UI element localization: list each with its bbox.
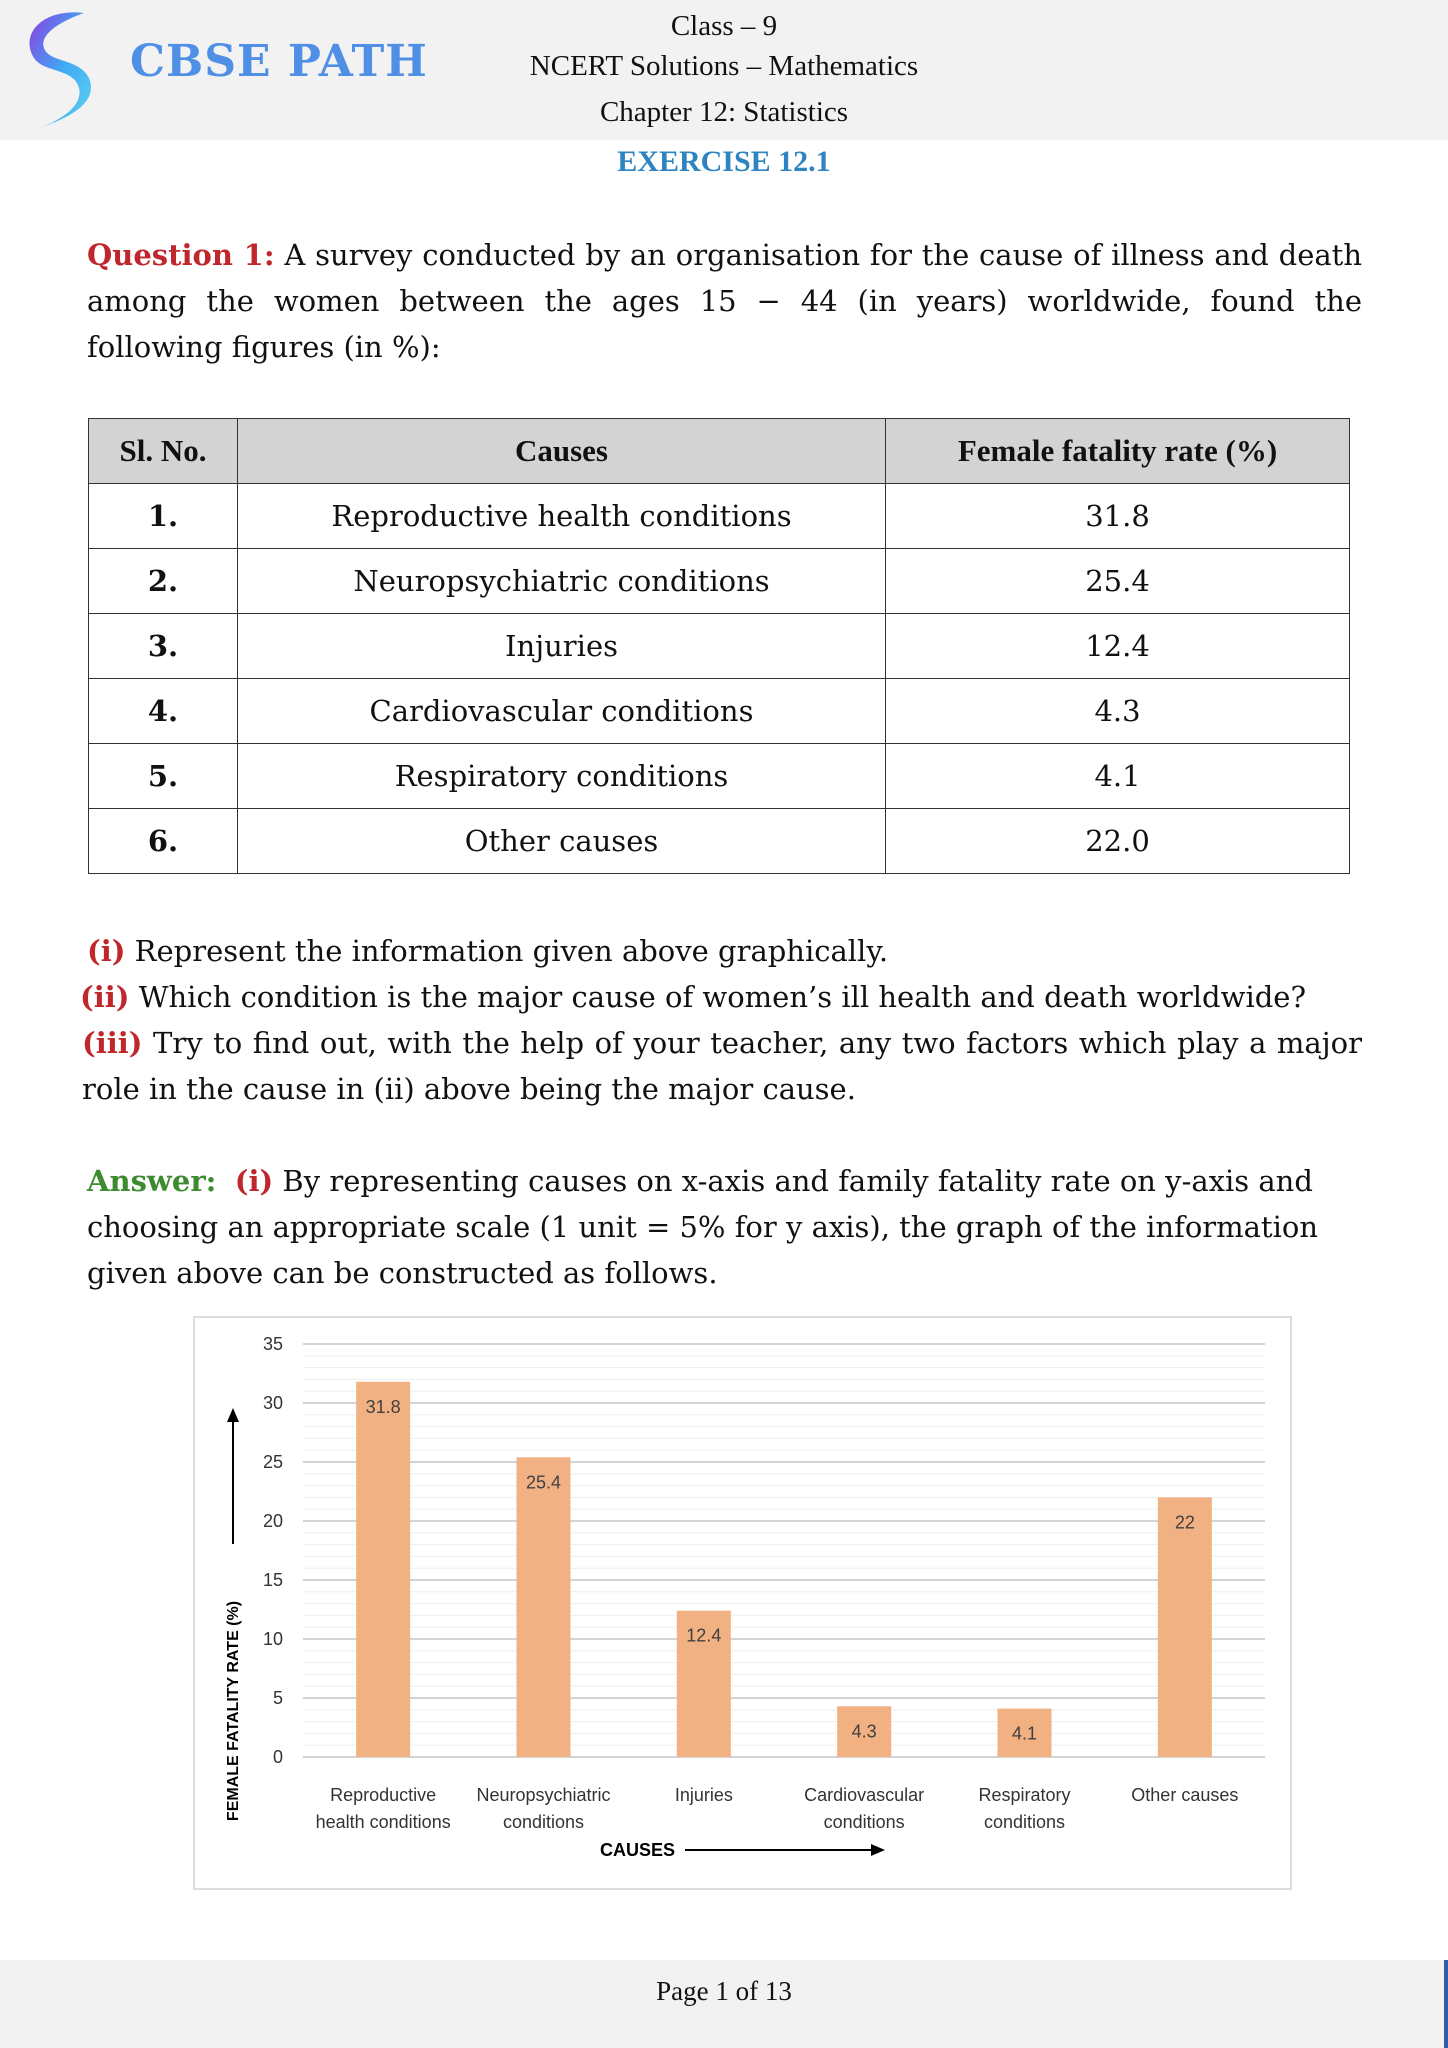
bar-chart: 0 5 10 15 20 25 30 35 31.8 Reproductive health con…	[193, 1316, 1292, 1890]
x-tick-label: conditions	[984, 1812, 1065, 1832]
table-cell: 31.8	[885, 483, 1350, 549]
x-tick-label: Neuropsychiatric	[476, 1785, 610, 1805]
part-label: (iii)	[82, 1026, 143, 1060]
y-tick-label: 10	[263, 1629, 283, 1649]
page-number: Page 1 of 13	[656, 1976, 792, 2006]
data-label: 12.4	[686, 1626, 721, 1646]
data-table: Sl. No. Causes Female fatality rate (%) …	[88, 418, 1350, 874]
table-cell: Respiratory conditions	[237, 743, 886, 809]
answer-body: By representing causes on x-axis and fam…	[87, 1164, 1318, 1290]
x-tick-label: Reproductive	[330, 1785, 436, 1805]
table-cell: 3.	[88, 613, 238, 679]
exercise-title: EXERCISE 12.1	[617, 145, 831, 178]
table-cell: 4.	[88, 678, 238, 744]
x-tick-label: Cardiovascular	[804, 1785, 924, 1805]
y-tick-label: 25	[263, 1452, 283, 1472]
x-tick-label: health conditions	[316, 1812, 451, 1832]
question-body: A survey conducted by an organisation fo…	[87, 238, 1362, 364]
cbse-path-logo-icon	[29, 12, 91, 128]
answer-label: Answer:	[87, 1164, 217, 1198]
table-cell: 2.	[88, 548, 238, 614]
table-cell: Reproductive health conditions	[237, 483, 886, 549]
data-label: 25.4	[526, 1472, 561, 1492]
table-header: Causes	[237, 418, 886, 484]
table-header: Sl. No.	[88, 418, 238, 484]
bar	[837, 1706, 892, 1757]
table-row: 2. Neuropsychiatric conditions 25.4	[88, 548, 1350, 614]
table-cell: Neuropsychiatric conditions	[237, 548, 886, 614]
y-tick-label: 35	[263, 1334, 283, 1354]
arrow-head-icon	[227, 1408, 239, 1422]
x-tick-label: conditions	[503, 1812, 584, 1832]
bar	[1157, 1497, 1212, 1757]
chart-svg: 0 5 10 15 20 25 30 35 31.8 Reproductive health con…	[225, 1334, 1265, 1860]
data-label: 4.1	[1012, 1724, 1037, 1744]
table-cell: 4.1	[885, 743, 1350, 809]
y-tick-label: 0	[273, 1747, 283, 1767]
part-text: Try to find out, with the help of your t…	[82, 1026, 1362, 1106]
table-row: 5. Respiratory conditions 4.1	[88, 743, 1350, 809]
part-text: Represent the information given above gr…	[125, 934, 889, 968]
table-header: Female fatality rate (%)	[885, 418, 1350, 484]
part-ii: (ii) Which condition is the major cause …	[80, 974, 1355, 1020]
bar	[356, 1381, 411, 1757]
y-tick-label: 15	[263, 1570, 283, 1590]
y-tick-label: 20	[263, 1511, 283, 1531]
table-cell: 12.4	[885, 613, 1350, 679]
bar	[997, 1708, 1052, 1757]
question-text: Question 1: A survey conducted by an org…	[87, 232, 1362, 370]
y-axis-title: FEMALE FATALITY RATE (%)	[225, 1601, 242, 1821]
table-row: 1. Reproductive health conditions 31.8	[88, 483, 1350, 549]
table-cell: Other causes	[237, 808, 886, 874]
edge-marker	[1444, 1960, 1448, 2048]
table-cell: 22.0	[885, 808, 1350, 874]
bar	[516, 1457, 571, 1757]
x-tick-label: Other causes	[1131, 1785, 1238, 1805]
answer-text: Answer: (i) By representing causes on x-…	[87, 1158, 1337, 1296]
arrow-head-icon	[871, 1844, 885, 1856]
part-i: (i) Represent the information given abov…	[87, 928, 1362, 974]
y-tick-label: 5	[273, 1688, 283, 1708]
subject-label: NCERT Solutions – Mathematics	[529, 50, 919, 82]
x-tick-label: conditions	[824, 1812, 905, 1832]
y-tick-label: 30	[263, 1393, 283, 1413]
table-cell: Injuries	[237, 613, 886, 679]
question-label: Question 1:	[87, 238, 275, 272]
x-tick-label: Injuries	[675, 1785, 733, 1805]
table-row: 4. Cardiovascular conditions 4.3	[88, 678, 1350, 744]
part-label: (ii)	[80, 980, 130, 1014]
brand-name: CBSE PATH	[130, 36, 428, 87]
table-cell: 6.	[88, 808, 238, 874]
table-cell: 4.3	[885, 678, 1350, 744]
answer-part-label: (i)	[234, 1164, 274, 1198]
part-iii: (iii) Try to find out, with the help of …	[82, 1020, 1362, 1112]
page-footer	[0, 1960, 1448, 2048]
data-label: 4.3	[852, 1721, 877, 1741]
class-label: Class – 9	[670, 10, 778, 42]
table-cell: 5.	[88, 743, 238, 809]
bar	[676, 1610, 731, 1757]
page-header: CBSE PATH Class – 9 NCERT Solutions – Ma…	[0, 0, 1448, 140]
table-cell: Cardiovascular conditions	[237, 678, 886, 744]
part-label: (i)	[87, 934, 126, 968]
chapter-label: Chapter 12: Statistics	[599, 96, 849, 128]
table-row: 3. Injuries 12.4	[88, 613, 1350, 679]
part-text: Which condition is the major cause of wo…	[129, 980, 1306, 1014]
data-label: 31.8	[366, 1397, 401, 1417]
x-tick-label: Respiratory	[978, 1785, 1070, 1805]
table-cell: 25.4	[885, 548, 1350, 614]
table-cell: 1.	[88, 483, 238, 549]
data-label: 22	[1175, 1512, 1195, 1532]
x-axis-title: CAUSES	[600, 1840, 675, 1860]
table-row: 6. Other causes 22.0	[88, 808, 1350, 874]
